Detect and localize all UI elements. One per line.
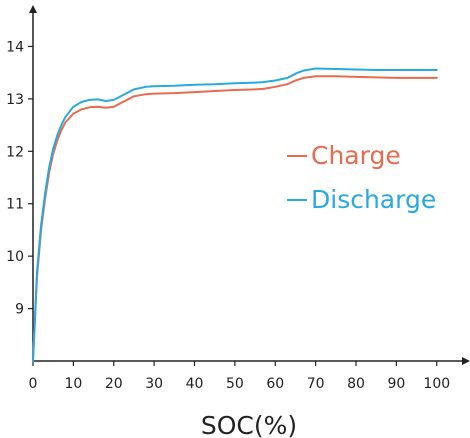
x-tick-label: 90	[387, 376, 405, 392]
y-tick-label: 13	[6, 92, 24, 108]
x-tick-label: 50	[226, 376, 244, 392]
y-tick-label: 9	[15, 302, 24, 318]
legend: Charge Discharge	[287, 141, 436, 214]
x-ticks: 0 10 20 30 40 50 60 70 80 90 100	[29, 361, 450, 392]
y-ticks: 9 10 11 12 13 14	[6, 39, 33, 318]
series-line-charge	[32, 75, 438, 362]
x-tick-label: 30	[145, 376, 163, 392]
y-tick-label: 12	[6, 144, 24, 160]
y-tick-label: 10	[6, 249, 24, 265]
x-tick-label: 60	[266, 376, 284, 392]
x-tick-label: 100	[423, 376, 450, 392]
y-tick-label: 14	[6, 39, 24, 55]
x-axis-title: SOC(%)	[201, 411, 297, 438]
x-tick-label: 20	[105, 376, 123, 392]
y-tick-label: 11	[6, 197, 24, 213]
x-tick-label: 0	[29, 376, 38, 392]
legend-label-discharge: Discharge	[311, 185, 436, 214]
x-tick-label: 10	[64, 376, 82, 392]
x-tick-label: 80	[347, 376, 365, 392]
x-tick-label: 70	[307, 376, 325, 392]
series-lines	[32, 67, 438, 362]
series-line-discharge	[32, 67, 438, 362]
x-tick-label: 40	[186, 376, 204, 392]
legend-label-charge: Charge	[311, 141, 401, 170]
